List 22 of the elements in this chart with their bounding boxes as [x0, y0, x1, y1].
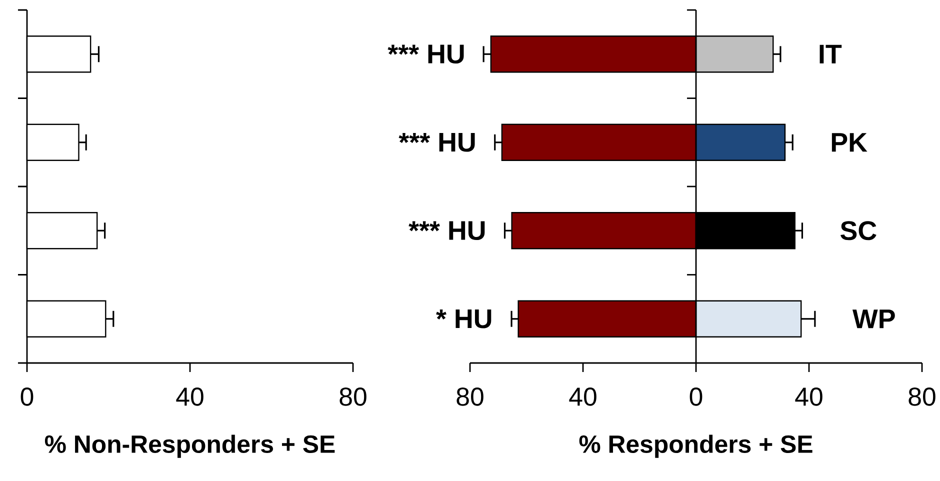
- text: HU: [456, 309, 492, 328]
- x-axis-title: % Responders + SE: [579, 434, 812, 458]
- x-tick-label: 80: [908, 388, 936, 406]
- y-tick-label: SC: [840, 221, 876, 240]
- x-tick-label: 40: [795, 388, 822, 406]
- y-tick-label: PK: [832, 133, 868, 152]
- x-tick-label: 0: [690, 388, 702, 406]
- x-tick-label: 40: [176, 388, 204, 406]
- series-label: HU: [428, 44, 464, 64]
- y-tick-label: IT: [820, 44, 842, 64]
- x-axis-title: % Non-Responders + SE: [44, 434, 335, 458]
- annotation: ***: [388, 44, 420, 55]
- x-tick-label: 80: [340, 388, 366, 406]
- x-tick-label: 0: [20, 388, 34, 406]
- text: HU: [439, 132, 475, 152]
- x-tick-label: 80: [456, 388, 484, 406]
- text: HU: [449, 221, 485, 240]
- annotation: ***: [398, 132, 430, 143]
- y-tick-label: WP: [852, 310, 895, 328]
- annotation: ***: [408, 221, 440, 232]
- x-tick-label: 40: [569, 388, 596, 406]
- annotation: *: [436, 309, 446, 320]
